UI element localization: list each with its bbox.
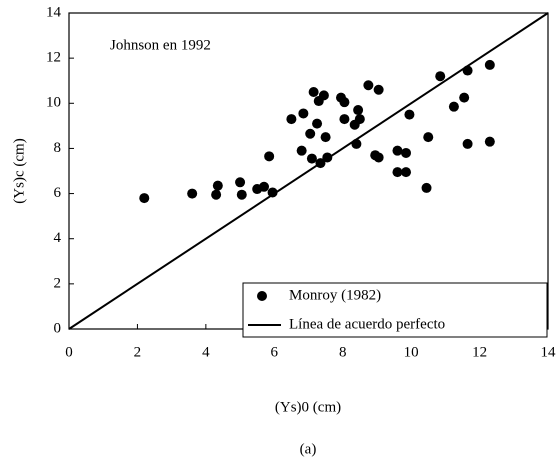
data-point	[353, 105, 364, 116]
data-point	[308, 87, 319, 97]
x-tick-label: 2	[134, 344, 142, 360]
data-point	[235, 177, 246, 188]
data-point	[296, 145, 307, 156]
data-point	[259, 181, 270, 192]
y-tick-label: 12	[46, 50, 61, 66]
data-point	[286, 114, 297, 125]
x-tick-label: 6	[271, 344, 279, 360]
y-tick-label: 0	[54, 320, 62, 336]
x-tick-label: 4	[202, 344, 210, 360]
y-tick-label: 8	[54, 140, 62, 156]
data-point	[363, 80, 374, 91]
data-point	[404, 109, 415, 120]
data-point	[211, 189, 222, 200]
y-tick-label: 4	[54, 230, 62, 246]
data-point	[264, 151, 275, 162]
y-axis-label: (Ys)c (cm)	[11, 138, 27, 203]
data-point	[401, 167, 412, 178]
legend-label: Línea de acuerdo perfecto	[289, 316, 445, 332]
data-point	[298, 108, 309, 119]
data-point	[392, 167, 403, 178]
data-point	[401, 147, 412, 158]
data-point	[339, 114, 350, 125]
data-point	[435, 71, 446, 82]
x-tick-label: 10	[404, 344, 419, 360]
data-point	[423, 132, 434, 143]
x-tick-label: 12	[472, 344, 487, 360]
data-point	[312, 118, 323, 129]
data-point	[462, 138, 473, 149]
data-point	[267, 187, 278, 198]
data-point	[139, 193, 150, 204]
data-point	[421, 182, 432, 193]
data-point	[187, 188, 198, 199]
data-point	[236, 189, 247, 200]
annotation: Johnson en 1992	[110, 37, 211, 53]
data-point	[373, 84, 384, 95]
y-tick-label: 2	[54, 275, 62, 291]
y-tick-label: 10	[46, 95, 61, 111]
data-point	[392, 145, 403, 156]
data-point	[373, 152, 384, 163]
x-tick-label: 14	[541, 344, 557, 360]
x-tick-label: 8	[339, 344, 347, 360]
x-axis-label: (Ys)0 (cm)	[275, 399, 341, 415]
data-point	[354, 114, 365, 125]
legend-box	[242, 282, 548, 338]
data-point	[318, 90, 329, 101]
data-point	[306, 153, 317, 164]
agreement-line	[68, 12, 549, 330]
data-point	[484, 59, 495, 70]
data-point	[459, 92, 470, 103]
legend-marker	[257, 291, 267, 301]
data-point	[484, 136, 495, 147]
data-point	[320, 132, 331, 143]
y-tick-label: 6	[54, 185, 62, 201]
x-tick-label: 0	[65, 344, 73, 360]
y-tick-label: 14	[46, 4, 62, 20]
data-point	[212, 180, 223, 191]
legend-label: Monroy (1982)	[289, 287, 381, 303]
caption: (a)	[300, 441, 317, 457]
data-point	[339, 97, 350, 108]
data-point	[448, 101, 459, 112]
data-point	[305, 128, 316, 139]
